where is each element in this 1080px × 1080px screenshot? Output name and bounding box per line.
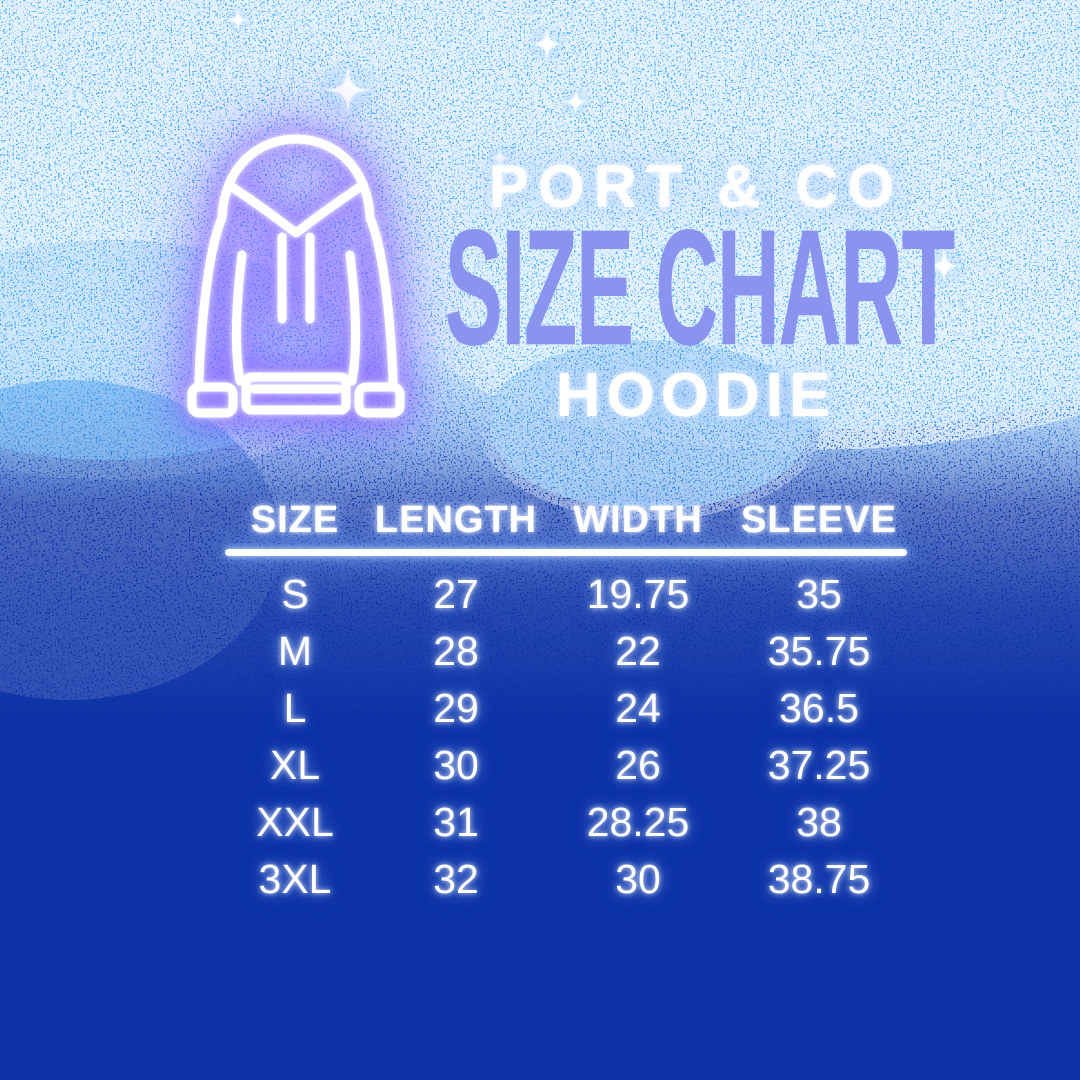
column-header-width: WIDTH	[573, 498, 703, 541]
cell-sleeve: 37.25	[767, 742, 871, 788]
cell-width: 30	[615, 856, 661, 902]
column-header-sleeve: SLEEVE	[741, 498, 897, 541]
table-row: S 27 19.75 35	[225, 566, 909, 623]
cell-length: 28	[433, 628, 479, 674]
glitter-texture	[0, 0, 1080, 720]
cell-size: L	[283, 685, 307, 731]
right-body	[345, 250, 361, 386]
right-cuff	[354, 382, 405, 418]
size-table: SIZE LENGTH WIDTH SLEEVE S 27 19.75 35 M…	[225, 498, 909, 908]
cell-length: 32	[433, 856, 479, 902]
table-row: XL 30 26 37.25	[225, 737, 909, 794]
cell-width: 28.25	[586, 799, 690, 845]
cell-length: 27	[433, 571, 479, 617]
cell-width: 24	[615, 685, 661, 731]
left-cuff	[187, 382, 238, 418]
left-body	[231, 250, 247, 386]
cell-length: 31	[433, 799, 479, 845]
hood-dome	[217, 134, 375, 223]
cell-width: 19.75	[586, 571, 690, 617]
product-subtitle: HOODIE	[555, 361, 837, 430]
page-title: SIZE CHART	[444, 194, 955, 380]
table-row: 3XL 32 30 38.75	[225, 851, 909, 908]
cell-length: 29	[433, 685, 479, 731]
cell-sleeve: 36.5	[779, 685, 859, 731]
table-body: S 27 19.75 35 M 28 22 35.75 L 29 24 36.5…	[225, 566, 909, 908]
hoodie-icon	[176, 122, 416, 424]
table-row: XXL 31 28.25 38	[225, 794, 909, 851]
cell-width: 22	[615, 628, 661, 674]
cell-sleeve: 38.75	[767, 856, 871, 902]
cell-sleeve: 35	[796, 571, 842, 617]
left-sleeve	[194, 213, 227, 390]
column-header-length: LENGTH	[374, 498, 538, 541]
glitter-background	[0, 0, 1080, 720]
cell-sleeve: 35.75	[767, 628, 871, 674]
cell-size: M	[277, 628, 313, 674]
cell-width: 26	[615, 742, 661, 788]
header-divider-line	[225, 549, 907, 556]
cell-size: XL	[269, 742, 321, 788]
cell-size: 3XL	[258, 856, 332, 902]
right-sleeve	[365, 213, 398, 390]
cell-sleeve: 38	[796, 799, 842, 845]
table-row: M 28 22 35.75	[225, 623, 909, 680]
sparkle-glints	[224, 6, 966, 288]
table-header-row: SIZE LENGTH WIDTH SLEEVE	[225, 498, 909, 542]
hood-opening	[227, 182, 365, 238]
hem-band	[241, 372, 351, 415]
cell-size: XXL	[256, 799, 334, 845]
cell-size: S	[281, 571, 309, 617]
column-header-size: SIZE	[250, 498, 340, 541]
brand-name: PORT & CO	[488, 153, 904, 220]
cell-length: 30	[433, 742, 479, 788]
table-row: L 29 24 36.5	[225, 680, 909, 737]
